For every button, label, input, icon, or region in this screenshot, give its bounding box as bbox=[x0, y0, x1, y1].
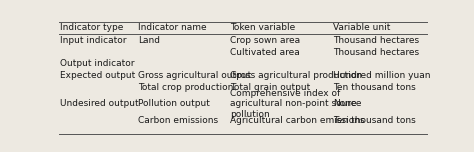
Text: Total crop production: Total crop production bbox=[138, 83, 234, 92]
Text: Gross agricultural production: Gross agricultural production bbox=[230, 71, 362, 80]
Text: Comprehensive index of
agricultural non-point source
pollution: Comprehensive index of agricultural non-… bbox=[230, 89, 362, 119]
Text: Crop sown area: Crop sown area bbox=[230, 36, 300, 45]
Text: Cultivated area: Cultivated area bbox=[230, 48, 300, 57]
Text: Gross agricultural output: Gross agricultural output bbox=[138, 71, 252, 80]
Text: Ten thousand tons: Ten thousand tons bbox=[333, 83, 416, 92]
Text: Token variable: Token variable bbox=[230, 23, 295, 32]
Text: Variable unit: Variable unit bbox=[333, 23, 390, 32]
Text: Total grain output: Total grain output bbox=[230, 83, 310, 92]
Text: Output indicator: Output indicator bbox=[60, 59, 135, 68]
Text: Agricultural carbon emissions: Agricultural carbon emissions bbox=[230, 116, 365, 125]
Text: None: None bbox=[333, 99, 356, 109]
Text: Input indicator: Input indicator bbox=[60, 36, 127, 45]
Text: Carbon emissions: Carbon emissions bbox=[138, 116, 219, 125]
Text: Ten thousand tons: Ten thousand tons bbox=[333, 116, 416, 125]
Text: Land: Land bbox=[138, 36, 160, 45]
Text: Indicator type: Indicator type bbox=[60, 23, 123, 32]
Text: Thousand hectares: Thousand hectares bbox=[333, 48, 419, 57]
Text: Indicator name: Indicator name bbox=[138, 23, 207, 32]
Text: Expected output: Expected output bbox=[60, 71, 135, 80]
Text: Pollution output: Pollution output bbox=[138, 99, 210, 109]
Text: Hundred million yuan: Hundred million yuan bbox=[333, 71, 430, 80]
Text: Undesired output: Undesired output bbox=[60, 99, 138, 109]
Text: Thousand hectares: Thousand hectares bbox=[333, 36, 419, 45]
